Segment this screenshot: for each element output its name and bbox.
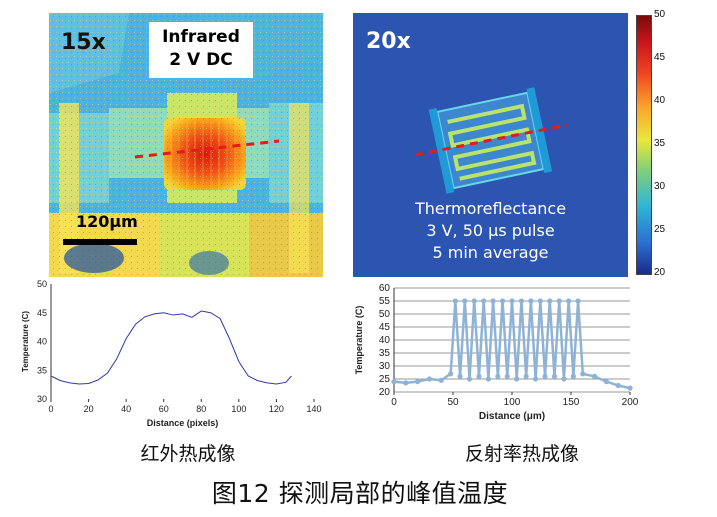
data-point — [415, 379, 421, 385]
colorbar-tick-label: 35 — [654, 138, 666, 149]
data-point — [627, 385, 633, 391]
data-point — [570, 373, 576, 379]
infrared-thermal-image — [49, 13, 323, 277]
thermoreflectance-line2: 3 V, 50 μs pulse — [426, 221, 555, 240]
infrared-label-line1: Infrared — [162, 27, 240, 47]
data-point — [523, 373, 529, 379]
colorbar-tick-label: 30 — [654, 181, 666, 192]
data-point — [504, 373, 510, 379]
x-tick-label: 140 — [306, 404, 321, 414]
data-point — [547, 298, 553, 304]
figure-caption: 图12 探测局部的峰值温度 — [211, 479, 509, 508]
left-magnification-label: 15x — [61, 30, 106, 55]
x-axis-label: Distance (μm) — [479, 411, 545, 422]
data-point — [457, 373, 463, 379]
x-tick-label: 0 — [391, 397, 397, 408]
y-tick-label: 45 — [379, 322, 391, 333]
data-point — [542, 373, 548, 379]
y-tick-label: 40 — [37, 337, 47, 347]
thermoreflectance-line1: Thermoreflectance — [414, 199, 567, 218]
series-line — [50, 310, 292, 385]
data-point — [471, 298, 477, 304]
temperature-colorbar — [636, 15, 652, 275]
y-tick-label: 40 — [379, 335, 391, 346]
colorbar-tick-label: 45 — [654, 52, 666, 63]
data-point — [490, 298, 496, 304]
scale-bar-label: 120μm — [76, 212, 138, 231]
data-point — [485, 376, 491, 382]
data-point — [592, 373, 598, 379]
data-point — [518, 298, 525, 304]
y-tick-label: 50 — [379, 309, 391, 320]
right-magnification-label: 20x — [366, 29, 411, 54]
x-tick-label: 0 — [48, 404, 53, 414]
x-tick-label: 50 — [447, 397, 459, 408]
data-point — [603, 379, 609, 385]
y-axis-label: Temperature (C) — [21, 311, 30, 373]
infrared-profile-plot: 30 35 40 45 50 0 20 40 60 80 100 120 140 Distance (pi… — [18, 278, 328, 428]
y-tick-label: 30 — [37, 394, 47, 404]
y-tick-label: 30 — [379, 361, 391, 372]
data-point — [476, 373, 482, 379]
data-point — [556, 298, 562, 304]
data-point — [499, 298, 506, 304]
y-tick-label: 20 — [379, 387, 391, 398]
y-axis-label: Temperature (C) — [354, 306, 364, 375]
x-tick-label: 120 — [269, 404, 284, 414]
data-point — [551, 373, 558, 379]
y-tick-label: 60 — [379, 283, 391, 294]
data-point — [391, 379, 397, 385]
series-line — [393, 300, 631, 390]
data-point — [448, 371, 454, 377]
data-point — [615, 382, 621, 389]
y-tick-label: 35 — [379, 348, 391, 359]
colorbar-tick-label: 20 — [654, 267, 666, 278]
data-point — [580, 371, 586, 377]
x-tick-label: 100 — [504, 397, 521, 408]
x-tick-label: 200 — [622, 397, 639, 408]
colorbar-tick-label: 25 — [654, 224, 666, 235]
x-tick-label: 150 — [563, 397, 580, 408]
y-tick-label: 25 — [379, 374, 391, 385]
data-point — [495, 373, 501, 379]
infrared-label-box: Infrared 2 V DC — [149, 22, 253, 78]
x-tick-label: 100 — [231, 404, 246, 414]
data-point — [537, 298, 543, 304]
thermoreflectance-caption: 反射率热成像 — [464, 443, 579, 465]
thermoreflectance-line3: 5 min average — [432, 243, 549, 262]
colorbar-tick-label: 40 — [654, 95, 666, 106]
data-point — [481, 298, 487, 304]
y-tick-label: 50 — [37, 279, 47, 289]
x-axis-label: Distance (pixels) — [147, 418, 219, 428]
data-point — [528, 298, 534, 304]
data-point — [466, 376, 473, 382]
data-point — [452, 298, 458, 304]
data-point — [462, 298, 468, 304]
data-point — [438, 377, 444, 383]
x-tick-label: 20 — [84, 404, 94, 414]
data-point — [403, 380, 409, 386]
infrared-label-line2: 2 V DC — [169, 50, 233, 70]
x-tick-label: 60 — [159, 404, 169, 414]
x-tick-label: 80 — [196, 404, 206, 414]
thermoreflectance-image — [353, 13, 628, 277]
data-point — [566, 298, 572, 304]
x-tick-label: 40 — [121, 404, 131, 414]
data-point — [514, 376, 520, 382]
y-tick-label: 45 — [37, 308, 47, 318]
y-tick-label: 55 — [379, 296, 391, 307]
data-point — [509, 298, 515, 304]
data-point — [533, 376, 539, 382]
thermoreflectance-profile-plot: 20 25 30 35 40 45 50 55 60 0 50 100 150 200 Distance (… — [350, 280, 650, 428]
data-point — [426, 376, 432, 382]
y-tick-label: 35 — [37, 365, 47, 375]
data-point — [561, 376, 567, 382]
infrared-caption: 红外热成像 — [140, 443, 236, 465]
colorbar-tick-label: 50 — [654, 9, 666, 20]
data-point — [575, 298, 581, 304]
